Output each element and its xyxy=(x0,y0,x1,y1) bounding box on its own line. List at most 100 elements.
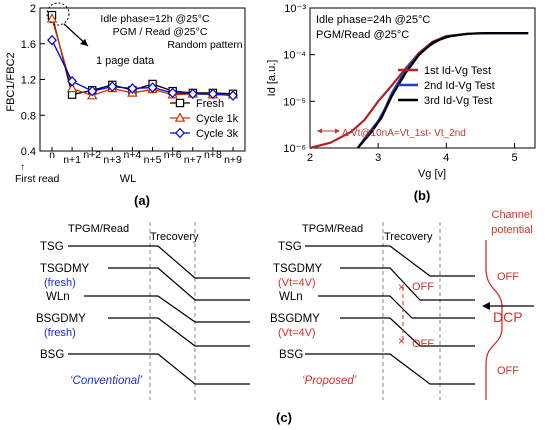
conv-signal-bsg: BSG xyxy=(40,349,64,361)
chart-a-legend-label: Cycle 3k xyxy=(196,128,239,140)
chart-a-point xyxy=(127,83,138,94)
prop-off-label-2: OFF xyxy=(412,338,434,350)
prop-wave-tsgdmy xyxy=(340,267,475,301)
chart-a-callout: 1 page data xyxy=(96,55,155,67)
chart-a-y-axis: 0.4 0.8 1.2 1.6 2 xyxy=(21,3,45,158)
chart-a-point xyxy=(207,88,218,100)
conv-wave-tsg xyxy=(68,245,250,279)
chart-b-frame xyxy=(309,7,536,149)
chart-a-point xyxy=(46,13,58,23)
prop-signal-tsg: TSG xyxy=(278,241,302,253)
conv-signal-tsgdmy: TSGDMY xyxy=(40,263,90,275)
prop-caption: ‘Proposed’ xyxy=(302,375,357,387)
conv-signal-tsg: TSG xyxy=(40,241,64,253)
chart-b-ylabel: Id [a.u.] xyxy=(266,60,278,97)
chart-a-ytick-label: 1.2 xyxy=(21,75,36,87)
chart-a-xtick-label: n+2 xyxy=(83,149,101,161)
conv-wave-bsgdmy xyxy=(108,317,250,347)
prop-signal-wln: WLn xyxy=(279,291,303,303)
chart-a-legend-marker xyxy=(175,98,185,108)
chart-b-xtick-label: 3 xyxy=(375,152,381,164)
prop-signal-bsgdmy-sub: (Vt=4V) xyxy=(278,327,316,339)
chart-a-series-line xyxy=(51,39,234,97)
prop-signal-tsgdmy-sub: (Vt=4V) xyxy=(278,277,316,289)
chart-a-highlight-circle xyxy=(46,2,70,26)
chart-b-delta-annotation: Δ Vt@10nA=Vt_1st- Vt_2nd xyxy=(342,128,466,139)
prop-tpgm-label: TPGM/Read xyxy=(302,223,363,235)
chart-a-ylabel: FBC1/FBC2 xyxy=(5,52,17,111)
chart-b-annotation-2: PGM/Read @25°C xyxy=(316,29,409,41)
chart-b-xlabel: Vg [v] xyxy=(418,168,446,180)
chart-b-series-line xyxy=(356,31,529,149)
panel-label-b: (b) xyxy=(414,188,431,203)
chart-a-annotation-2: PGM / Read @25°C xyxy=(113,26,208,38)
chart-a-xtick-label: n+7 xyxy=(184,154,202,166)
chart-a-xtick-label: n+1 xyxy=(63,154,81,166)
chart-a-xtick-label: n+8 xyxy=(204,149,222,161)
arrow-left-icon xyxy=(482,302,490,310)
conv-wave-tsgdmy xyxy=(108,267,250,301)
panel-label-a: (a) xyxy=(134,193,150,208)
chart-a-ytick-label: 2 xyxy=(30,3,36,15)
chart-a-xtick-label: n+3 xyxy=(103,154,121,166)
chart-a-ytick-label: 0.8 xyxy=(21,110,36,122)
chart-a-point xyxy=(66,82,78,93)
panel-label-c: (c) xyxy=(276,410,292,425)
conv-wave-bsg xyxy=(68,353,250,385)
chart-a-point xyxy=(167,87,178,99)
prop-signal-bsg: BSG xyxy=(279,349,303,361)
prop-signal-bsgdmy: BSGDMY xyxy=(270,313,320,325)
chart-a-xtick-label: n xyxy=(49,149,55,161)
channel-off-label-2: OFF xyxy=(497,365,519,377)
cross-icon: × xyxy=(398,280,405,294)
chart-a-point xyxy=(47,34,57,46)
chart-a-xtick-label: n+6 xyxy=(164,149,182,161)
chart-a-series xyxy=(46,10,239,101)
arrow-left-icon xyxy=(317,128,322,134)
prop-trecovery-label: Trecovery xyxy=(384,231,433,243)
prop-wave-bsgdmy xyxy=(340,317,475,347)
chart-a: 0.4 0.8 1.2 1.6 2 n n+1 n+2 n+3 n+4 n+5 n+6 n+7 n+8 n… xyxy=(5,2,246,208)
chart-a-x-axis: n n+1 n+2 n+3 n+4 n+5 n+6 n+7 n+8 n+9 xyxy=(49,147,242,166)
conv-tpgm-label: TPGM/Read xyxy=(68,223,129,235)
up-arrow-icon: ↑ xyxy=(20,162,25,173)
chart-b-xtick-label: 5 xyxy=(511,152,517,164)
chart-a-legend-label: Fresh xyxy=(196,98,224,110)
chart-a-ytick-label: 1.6 xyxy=(21,39,36,51)
chart-a-legend-marker xyxy=(174,112,186,122)
conv-signal-wln: WLn xyxy=(46,291,70,303)
chart-a-annotation-3: Random pattern xyxy=(167,39,242,51)
chart-b-series xyxy=(309,31,529,150)
chart-b-x-axis: 2 3 4 5 xyxy=(307,143,518,164)
chart-b-legend-label: 3rd Id-Vg Test xyxy=(424,95,492,107)
arrow-right-icon xyxy=(335,128,340,134)
conv-signal-bsgdmy-sub: (fresh) xyxy=(44,327,76,339)
chart-b-legend: 1st Id-Vg Test 2nd Id-Vg Test 3rd Id-Vg Te… xyxy=(398,65,495,107)
chart-a-point xyxy=(187,88,198,100)
chart-a-legend-label: Cycle 1k xyxy=(196,113,239,125)
chart-a-legend: Fresh Cycle 1k Cycle 3k xyxy=(170,98,239,140)
prop-wave-tsg xyxy=(305,245,475,277)
chart-a-legend-marker xyxy=(175,127,185,139)
channel-dcp-label: DCP xyxy=(493,309,523,325)
prop-wave-wln xyxy=(318,295,475,319)
chart-a-xlabel: WL xyxy=(120,173,137,185)
chart-b-y-axis: 10⁻⁶ 10⁻⁵ 10⁻⁴ 10⁻³ xyxy=(283,3,315,155)
chart-a-first-read: First read xyxy=(15,173,60,185)
chart-b-ytick-label: 10⁻⁵ xyxy=(283,96,306,108)
chart-a-point xyxy=(147,82,158,93)
channel-off-label-1: OFF xyxy=(497,271,519,283)
chart-b-xtick-label: 2 xyxy=(307,152,313,164)
chart-b-legend-label: 1st Id-Vg Test xyxy=(424,65,491,77)
prop-wave-bsg xyxy=(305,353,475,385)
cross-icon: × xyxy=(398,334,405,348)
chart-b-ytick-label: 10⁻⁶ xyxy=(283,143,306,155)
prop-signal-tsgdmy: TSGDMY xyxy=(273,263,323,275)
chart-a-xtick-label: n+9 xyxy=(224,154,242,166)
conv-signal-bsgdmy: BSGDMY xyxy=(36,313,86,325)
prop-off-label-1: OFF xyxy=(412,281,434,293)
channel-potential-curve xyxy=(485,240,503,400)
channel-title-1: Channel xyxy=(492,209,533,221)
chart-b: 10⁻⁶ 10⁻⁵ 10⁻⁴ 10⁻³ 2 3 4 5 Id [a.u.] Vg [v] I… xyxy=(266,3,536,203)
